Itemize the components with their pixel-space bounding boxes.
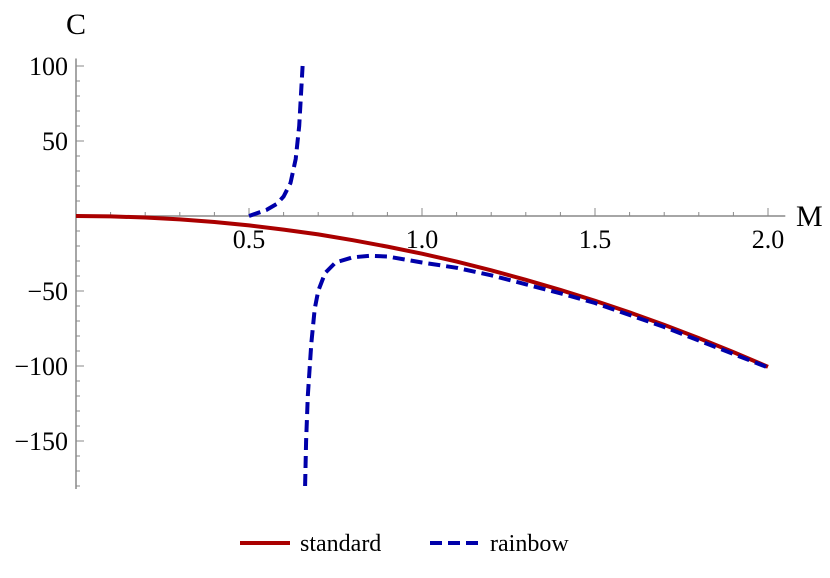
series-rainbow-line bbox=[248, 65, 305, 218]
y-tick-label: 100 bbox=[29, 52, 68, 81]
x-tick-label: 2.0 bbox=[752, 225, 785, 254]
legend: standard rainbow bbox=[240, 531, 569, 557]
x-tick-label: 1.5 bbox=[579, 225, 612, 254]
x-tick-label: 1.0 bbox=[406, 225, 439, 254]
series-rainbow-line bbox=[303, 253, 769, 487]
series-standard-line bbox=[75, 214, 769, 369]
x-axis-label: M bbox=[796, 200, 823, 233]
legend-label-standard: standard bbox=[300, 531, 381, 557]
axes: 0.5 1.0 1.5 2.0 100 50 −50 −100 −150 bbox=[14, 52, 786, 489]
y-tick-label: −150 bbox=[14, 427, 68, 456]
y-tick-label: −50 bbox=[27, 277, 68, 306]
x-tick-label: 0.5 bbox=[233, 225, 266, 254]
y-axis-label: C bbox=[66, 8, 86, 41]
y-tick-label: 50 bbox=[42, 127, 68, 156]
y-tick-label: −100 bbox=[14, 352, 68, 381]
plot-area bbox=[75, 65, 769, 487]
legend-label-rainbow: rainbow bbox=[490, 531, 569, 557]
